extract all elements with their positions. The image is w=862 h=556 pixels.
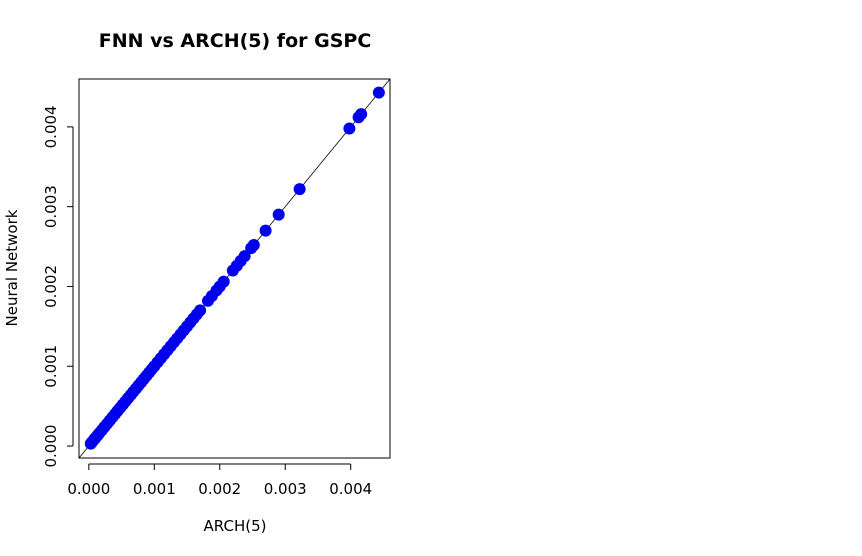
y-tick-label: 0.001 [42,345,60,388]
data-point [372,86,385,99]
plot-frame [78,78,391,459]
data-point [293,183,306,196]
y-tick-label: 0.002 [42,265,60,308]
x-tick-label: 0.004 [329,480,372,498]
y-tick-label: 0.000 [42,425,60,468]
x-tick-label: 0.000 [67,480,110,498]
data-points [84,86,385,450]
y-tick-label: 0.004 [42,105,60,148]
x-tick-label: 0.001 [133,480,176,498]
x-tick-label: 0.002 [198,480,241,498]
y-axis-label: Neural Network [3,209,21,326]
x-axis: 0.000 0.001 0.002 0.003 0.004 [67,463,372,498]
y-axis: 0.000 0.001 0.002 0.003 0.004 [42,105,74,468]
data-point [355,108,368,121]
data-point [238,250,251,263]
data-point [217,275,230,288]
data-point [259,224,272,237]
x-axis-label: ARCH(5) [204,517,267,535]
chart-title: FNN vs ARCH(5) for GSPC [99,30,372,52]
data-point [343,122,356,135]
x-tick-label: 0.003 [264,480,307,498]
data-point [247,238,260,251]
data-point [194,304,207,317]
data-point [272,208,285,221]
y-tick-label: 0.003 [42,185,60,228]
